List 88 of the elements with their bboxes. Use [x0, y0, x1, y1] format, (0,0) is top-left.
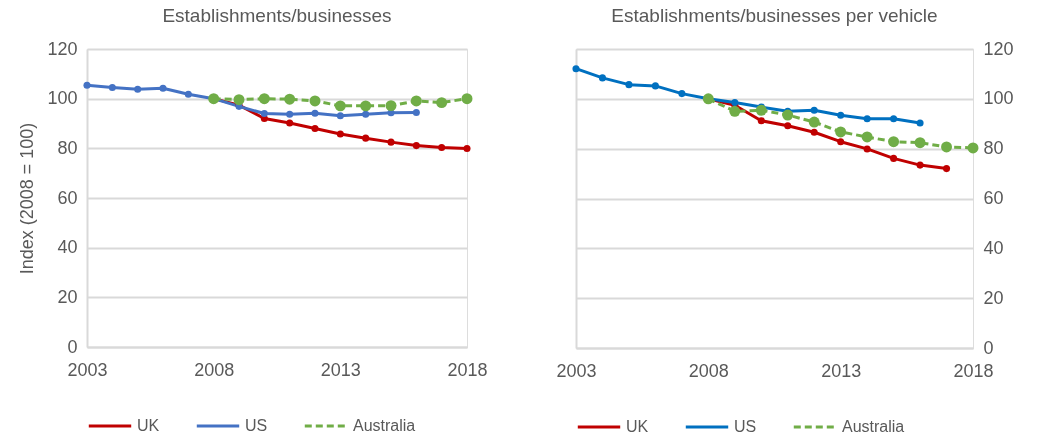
point — [309, 95, 321, 107]
point — [461, 93, 473, 105]
point — [385, 100, 397, 112]
y2-tick-label: 40 — [983, 237, 1004, 258]
point — [108, 83, 116, 92]
point — [362, 110, 370, 118]
point — [837, 138, 845, 146]
x-tick-label: 2018 — [953, 360, 994, 381]
point — [729, 105, 741, 117]
point — [888, 136, 900, 148]
legend-label: Australia — [842, 418, 905, 434]
point — [757, 117, 765, 125]
point — [810, 106, 818, 114]
point — [916, 161, 924, 169]
x-tick-label: 2013 — [320, 359, 361, 380]
point — [83, 81, 91, 89]
point — [336, 112, 344, 120]
y-tick-label: 120 — [47, 38, 78, 59]
point — [410, 95, 422, 107]
x-tick-label: 2008 — [194, 359, 235, 380]
point — [967, 142, 979, 154]
x-tick-label: 2003 — [556, 360, 597, 381]
point — [810, 128, 818, 136]
point — [651, 82, 659, 90]
point — [412, 109, 420, 117]
point — [412, 142, 420, 150]
point — [835, 126, 847, 138]
point — [336, 130, 344, 138]
y-axis-title: Index (2008 = 100) — [17, 122, 38, 275]
point — [890, 115, 898, 123]
point — [233, 94, 245, 106]
point — [837, 111, 845, 119]
point — [914, 137, 926, 149]
point — [463, 145, 471, 153]
point — [625, 81, 633, 89]
y-tick-label: 40 — [57, 237, 78, 258]
y2-tick-label: 0 — [983, 337, 994, 358]
point — [159, 84, 167, 92]
point — [916, 119, 924, 127]
point — [362, 134, 370, 142]
point — [678, 90, 686, 98]
x-tick-label: 2013 — [821, 360, 862, 381]
x-tick-label: 2008 — [688, 360, 729, 381]
point — [258, 93, 270, 105]
legend-label: UK — [626, 418, 649, 434]
point — [808, 116, 820, 128]
point — [334, 100, 346, 112]
point — [134, 85, 142, 93]
y-tick-label: 80 — [57, 137, 78, 158]
point — [943, 165, 951, 173]
chart-title: Establishments/businesses — [162, 5, 392, 26]
chart-title: Establishments/businesses per vehicle — [611, 5, 938, 26]
point — [260, 110, 268, 118]
y-tick-label: 20 — [57, 286, 78, 307]
point — [360, 100, 372, 112]
x-tick-label: 2003 — [67, 359, 108, 380]
point — [184, 90, 192, 98]
legend-label: Australia — [353, 417, 416, 434]
legend-label: US — [734, 418, 757, 434]
legend-label: US — [245, 417, 268, 434]
point — [286, 110, 294, 118]
x-tick-label: 2018 — [447, 359, 488, 380]
point — [863, 115, 871, 123]
point — [436, 97, 448, 109]
point — [387, 138, 395, 146]
point — [284, 93, 296, 105]
y-tick-label: 100 — [47, 88, 78, 109]
point — [890, 154, 898, 162]
point — [755, 104, 767, 116]
y2-tick-label: 120 — [983, 38, 1014, 59]
point — [861, 131, 873, 143]
point — [286, 119, 294, 127]
y2-tick-label: 100 — [983, 88, 1014, 109]
point — [311, 124, 319, 132]
y-tick-label: 0 — [67, 336, 78, 357]
point — [311, 109, 319, 117]
y2-tick-label: 80 — [983, 138, 1004, 159]
y2-tick-label: 20 — [983, 287, 1004, 308]
point — [598, 74, 606, 82]
y2-tick-label: 60 — [983, 188, 1004, 208]
point — [438, 144, 446, 152]
point — [941, 141, 953, 153]
point — [863, 145, 871, 153]
point — [572, 65, 580, 73]
y-tick-label: 60 — [57, 187, 78, 208]
point — [784, 122, 792, 130]
legend-label: UK — [137, 417, 160, 434]
point — [782, 109, 794, 121]
